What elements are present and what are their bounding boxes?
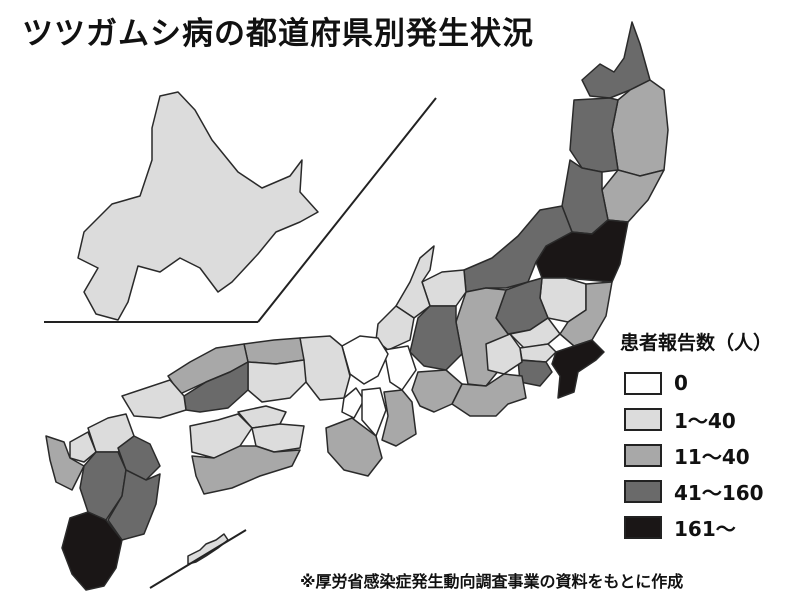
prefecture-akita [569,97,619,173]
prefecture-aomori [581,21,651,99]
legend-swatch [624,407,662,431]
prefecture-okinawa [187,533,229,565]
prefecture-hiroshima [183,361,249,413]
prefecture-kochi [191,445,301,495]
prefecture-mie [381,389,417,447]
prefecture-ishikawa [395,245,435,319]
prefecture-shizuoka [451,373,527,417]
legend-label: 1～40 [674,408,736,433]
legend-swatch [624,479,662,503]
legend-title: 患者報告数（人） [620,332,773,354]
legend-swatch [624,515,662,539]
prefecture-miyazaki [107,469,161,541]
inset-divider-hokkaido-diagonal [257,97,437,323]
legend-label: 161～ [674,516,736,541]
legend-swatch [624,443,662,467]
prefecture-okayama [247,359,307,403]
prefecture-wakayama [325,417,383,477]
legend-label: 41～160 [674,480,764,505]
legend: 患者報告数（人） 0 1～40 11～40 41～160 161～ [620,328,772,545]
prefecture-shiga [383,345,417,391]
map-title: ツツガムシ病の都道府県別発生状況 [22,16,534,52]
prefecture-aichi [411,369,463,413]
prefecture-nagasaki [45,435,85,491]
prefecture-tokyo [519,343,557,363]
legend-item: 11～40 [620,437,772,473]
legend-item: 0 [620,365,772,401]
prefecture-fukushima [535,219,629,283]
legend-label: 0 [674,371,688,395]
prefecture-miyagi [601,169,665,223]
prefecture-yamanashi [485,333,523,375]
inset-divider-okinawa [149,529,247,589]
prefecture-hyogo [299,335,351,401]
prefecture-nara [361,387,387,437]
prefecture-hokkaido [77,91,319,321]
legend-item: 161～ [620,509,772,545]
legend-item: 1～40 [620,401,772,437]
prefecture-saga [69,431,97,463]
prefecture-tottori [243,337,305,365]
source-note: ※厚労省感染症発生動向調査事業の資料をもとに作成 [300,572,684,591]
prefecture-chiba [551,339,605,399]
prefecture-gifu [409,305,463,371]
legend-label: 11～40 [674,444,750,469]
prefecture-kagoshima [61,511,123,591]
legend-item: 41～160 [620,473,772,509]
prefecture-yamaguchi [121,379,187,419]
legend-swatch [624,371,662,395]
prefecture-kyoto [341,335,389,385]
prefecture-osaka [341,387,365,419]
